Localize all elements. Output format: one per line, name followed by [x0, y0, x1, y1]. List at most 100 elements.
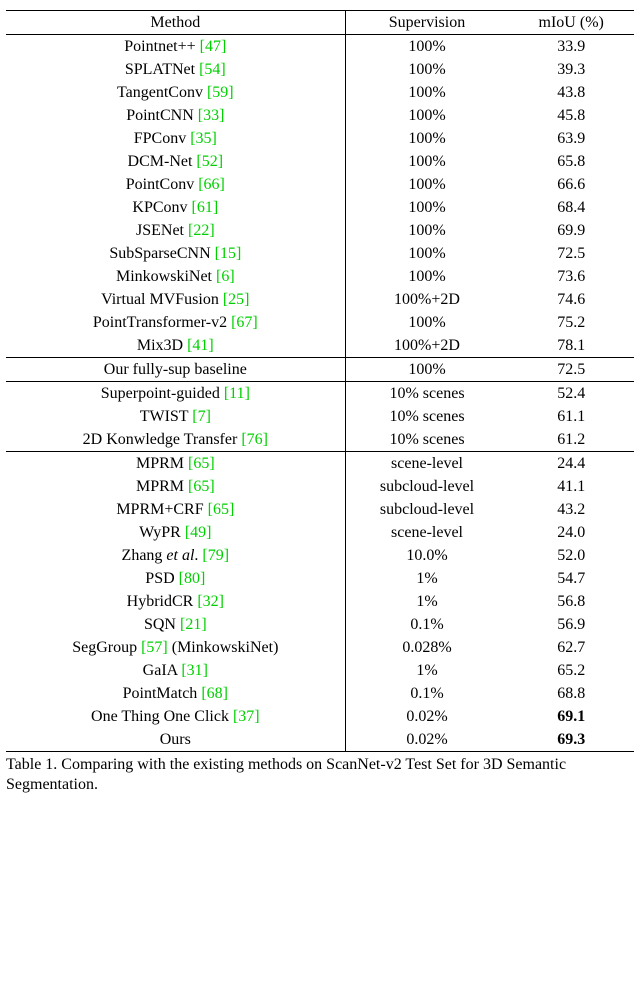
table-row: PointTransformer-v2 [67]100%75.2 — [6, 311, 634, 334]
cell-supervision: 10% scenes — [345, 405, 508, 428]
cell-supervision: 0.1% — [345, 682, 508, 705]
cell-method: TWIST [7] — [6, 405, 345, 428]
cell-method: PointCNN [33] — [6, 104, 345, 127]
table-row: PointCNN [33]100%45.8 — [6, 104, 634, 127]
citation-link[interactable]: [47] — [200, 38, 227, 55]
citation-link[interactable]: [21] — [180, 616, 207, 633]
cell-supervision: 10% scenes — [345, 428, 508, 452]
table-row: FPConv [35]100%63.9 — [6, 127, 634, 150]
citation-link[interactable]: [65] — [188, 455, 215, 472]
cell-supervision: 100% — [345, 219, 508, 242]
cell-miou: 69.9 — [508, 219, 634, 242]
cell-method: Virtual MVFusion [25] — [6, 288, 345, 311]
table-row: GaIA [31]1%65.2 — [6, 659, 634, 682]
cell-miou: 56.8 — [508, 590, 634, 613]
table-row: HybridCR [32]1%56.8 — [6, 590, 634, 613]
table-row: PSD [80]1%54.7 — [6, 567, 634, 590]
cell-supervision: 0.1% — [345, 613, 508, 636]
table-row: Mix3D [41]100%+2D78.1 — [6, 334, 634, 358]
table-row: One Thing One Click [37]0.02%69.1 — [6, 705, 634, 728]
cell-miou: 56.9 — [508, 613, 634, 636]
citation-link[interactable]: [49] — [185, 524, 212, 541]
cell-method: JSENet [22] — [6, 219, 345, 242]
cell-method: SPLATNet [54] — [6, 58, 345, 81]
table-caption: Table 1. Comparing with the existing met… — [6, 755, 634, 795]
cell-miou: 68.8 — [508, 682, 634, 705]
cell-supervision: 100% — [345, 196, 508, 219]
table-row: Pointnet++ [47]100%33.9 — [6, 35, 634, 59]
cell-miou: 45.8 — [508, 104, 634, 127]
cell-supervision: 100% — [345, 311, 508, 334]
citation-link[interactable]: [66] — [198, 176, 225, 193]
table-row: Our fully-sup baseline100%72.5 — [6, 358, 634, 382]
cell-miou: 52.4 — [508, 382, 634, 406]
citation-link[interactable]: [22] — [188, 222, 215, 239]
citation-link[interactable]: [37] — [233, 708, 260, 725]
cell-supervision: scene-level — [345, 452, 508, 476]
cell-method: Zhang et al. [79] — [6, 544, 345, 567]
citation-link[interactable]: [68] — [201, 685, 228, 702]
cell-miou: 72.5 — [508, 358, 634, 382]
cell-miou: 69.1 — [508, 705, 634, 728]
citation-link[interactable]: [25] — [223, 291, 250, 308]
citation-link[interactable]: [11] — [224, 385, 250, 402]
citation-link[interactable]: [65] — [208, 501, 235, 518]
citation-link[interactable]: [31] — [181, 662, 208, 679]
citation-link[interactable]: [7] — [192, 408, 211, 425]
table-row: TWIST [7]10% scenes61.1 — [6, 405, 634, 428]
table-row: WyPR [49]scene-level24.0 — [6, 521, 634, 544]
cell-method: 2D Konwledge Transfer [76] — [6, 428, 345, 452]
cell-miou: 43.8 — [508, 81, 634, 104]
cell-miou: 24.0 — [508, 521, 634, 544]
cell-method: Mix3D [41] — [6, 334, 345, 358]
table-row: KPConv [61]100%68.4 — [6, 196, 634, 219]
cell-method: SQN [21] — [6, 613, 345, 636]
citation-link[interactable]: [79] — [202, 547, 229, 564]
cell-supervision: 100% — [345, 104, 508, 127]
author-etal: et al — [166, 547, 194, 564]
cell-supervision: scene-level — [345, 521, 508, 544]
citation-link[interactable]: [61] — [192, 199, 219, 216]
table-header-row: Method Supervision mIoU (%) — [6, 11, 634, 35]
citation-link[interactable]: [33] — [198, 107, 225, 124]
citation-link[interactable]: [15] — [215, 245, 242, 262]
citation-link[interactable]: [32] — [197, 593, 224, 610]
cell-supervision: subcloud-level — [345, 475, 508, 498]
citation-link[interactable]: [59] — [207, 84, 234, 101]
citation-link[interactable]: [41] — [187, 337, 214, 354]
cell-supervision: 100% — [345, 173, 508, 196]
cell-method: MPRM+CRF [65] — [6, 498, 345, 521]
cell-miou: 74.6 — [508, 288, 634, 311]
citation-link[interactable]: [76] — [241, 431, 268, 448]
citation-link[interactable]: [35] — [190, 130, 217, 147]
cell-miou: 69.3 — [508, 728, 634, 752]
cell-method: PointMatch [68] — [6, 682, 345, 705]
cell-supervision: 100% — [345, 81, 508, 104]
citation-link[interactable]: [80] — [179, 570, 206, 587]
table-row: JSENet [22]100%69.9 — [6, 219, 634, 242]
cell-method: DCM-Net [52] — [6, 150, 345, 173]
citation-link[interactable]: [67] — [231, 314, 258, 331]
cell-miou: 63.9 — [508, 127, 634, 150]
citation-link[interactable]: [54] — [199, 61, 226, 78]
cell-miou: 52.0 — [508, 544, 634, 567]
cell-miou: 68.4 — [508, 196, 634, 219]
cell-supervision: 10% scenes — [345, 382, 508, 406]
cell-supervision: 0.02% — [345, 705, 508, 728]
table-row: Virtual MVFusion [25]100%+2D74.6 — [6, 288, 634, 311]
table-row: TangentConv [59]100%43.8 — [6, 81, 634, 104]
table-row: SubSparseCNN [15]100%72.5 — [6, 242, 634, 265]
cell-method: SegGroup [57] (MinkowskiNet) — [6, 636, 345, 659]
cell-miou: 78.1 — [508, 334, 634, 358]
table-row: DCM-Net [52]100%65.8 — [6, 150, 634, 173]
citation-link[interactable]: [6] — [216, 268, 235, 285]
cell-method: Superpoint-guided [11] — [6, 382, 345, 406]
citation-link[interactable]: [65] — [188, 478, 215, 495]
cell-method: GaIA [31] — [6, 659, 345, 682]
citation-link[interactable]: [57] — [141, 639, 168, 656]
table-row: MPRM [65]subcloud-level41.1 — [6, 475, 634, 498]
citation-link[interactable]: [52] — [196, 153, 223, 170]
cell-method: PSD [80] — [6, 567, 345, 590]
cell-method: Pointnet++ [47] — [6, 35, 345, 59]
table-row: SegGroup [57] (MinkowskiNet)0.028%62.7 — [6, 636, 634, 659]
